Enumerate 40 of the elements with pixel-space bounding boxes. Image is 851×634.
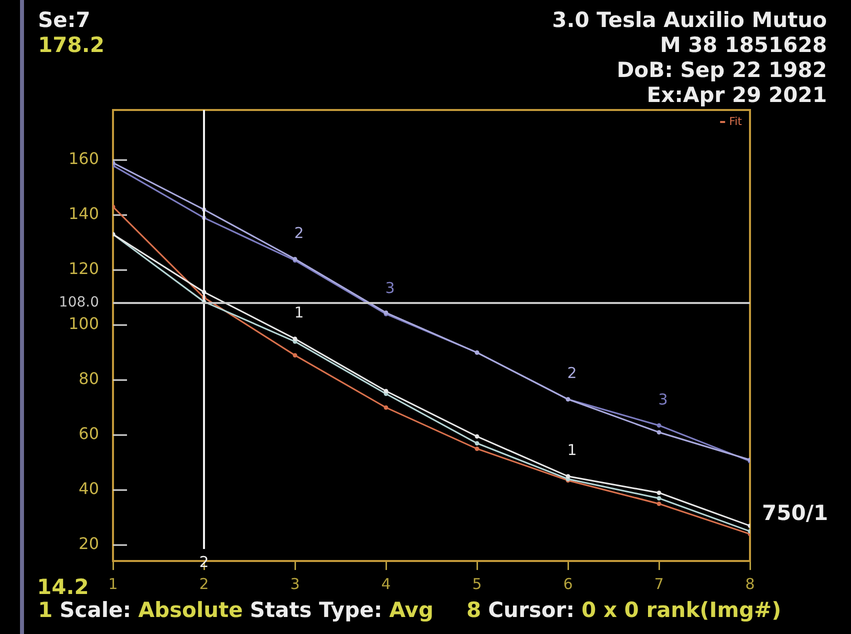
text: Stats Type: <box>250 598 382 622</box>
text: 178.2 <box>38 33 104 58</box>
text: Ex:Apr 29 2021 <box>646 83 827 108</box>
annotation: 1 <box>567 441 577 460</box>
series-label: 1 <box>294 304 304 322</box>
x-tick-label: 8 <box>745 574 755 593</box>
text: Se:7 <box>38 8 90 33</box>
y-tick-label: 20 <box>78 534 99 554</box>
text: Absolute <box>138 598 243 622</box>
x-tick-label: 6 <box>563 574 573 593</box>
text: M 38 1851628 <box>660 33 827 58</box>
text: 1 <box>38 598 53 622</box>
x-tick-label: 2 <box>199 574 209 593</box>
y-tick-label: 100 <box>68 314 99 334</box>
y-tick-label: 40 <box>78 479 99 498</box>
legend-label: Fit <box>729 114 743 128</box>
x-tick-label: 3 <box>290 574 300 593</box>
text: 3.0 Tesla Auxilio Mutuo <box>552 8 827 33</box>
y-tick-label: 60 <box>78 424 99 444</box>
x-tick-label: 7 <box>654 574 664 593</box>
text: 3 <box>658 390 668 408</box>
text: 2 <box>567 364 577 382</box>
x-tick-label: 1 <box>108 574 118 593</box>
text: 8 <box>466 598 482 622</box>
x-tick-label: 5 <box>472 574 482 593</box>
series-label: 2 <box>294 224 304 242</box>
x-tick-label: 4 <box>381 574 391 593</box>
series-label: 3 <box>385 278 395 297</box>
text: Avg <box>389 598 434 622</box>
text: Scale: <box>60 598 132 622</box>
text: 750/1 <box>762 501 828 525</box>
text: DoB: Sep 22 1982 <box>616 58 827 83</box>
text: 0 x 0 rank(Img#) <box>582 598 782 622</box>
text: Cursor: <box>488 598 575 622</box>
ref-line-label: 108.0 <box>58 294 99 311</box>
y-tick-label: 140 <box>68 204 99 224</box>
y-tick-label: 80 <box>78 369 99 388</box>
y-tick-label: 160 <box>68 149 99 168</box>
text: 14.2 <box>37 575 89 599</box>
y-tick-label: 120 <box>68 259 99 278</box>
